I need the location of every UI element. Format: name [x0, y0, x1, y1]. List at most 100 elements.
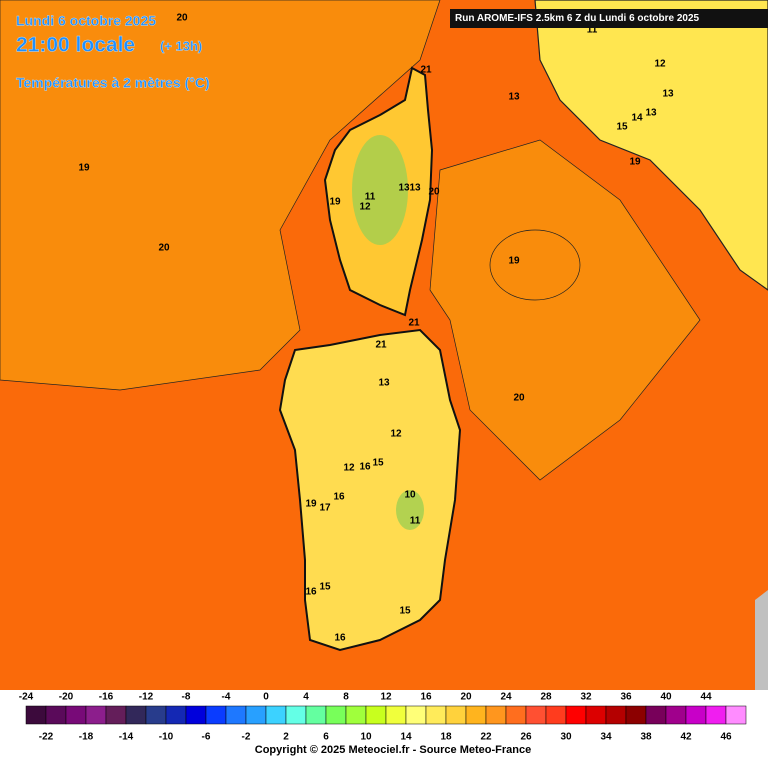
contour	[489, 229, 581, 301]
legend-tick-label: 8	[343, 692, 349, 703]
contour-label: 15	[372, 458, 384, 469]
legend-tick-label: 36	[620, 692, 632, 703]
legend-tick-label: 16	[420, 692, 432, 703]
contour-label: 15	[616, 122, 628, 133]
contour-label: 21	[420, 65, 432, 76]
legend-tick-label: -14	[119, 732, 134, 743]
color-swatch	[385, 705, 407, 725]
legend-tick-label: -6	[202, 732, 211, 743]
contour-label: 10	[404, 490, 416, 501]
legend-tick-label: 12	[380, 692, 392, 703]
legend-tick-label: 42	[680, 732, 692, 743]
legend-tick-label: 0	[263, 692, 269, 703]
contour-label: 15	[399, 606, 411, 617]
color-swatch	[725, 705, 747, 725]
legend-tick-label: 26	[520, 732, 532, 743]
legend-tick-label: 6	[323, 732, 329, 743]
run-info: Run AROME-IFS 2.5km 6 Z du Lundi 6 octob…	[455, 13, 700, 24]
sardinia	[278, 328, 462, 652]
color-swatch	[705, 705, 727, 725]
color-swatch	[525, 705, 547, 725]
legend-tick-label: 22	[480, 732, 492, 743]
color-swatch	[345, 705, 367, 725]
contour-label: 19	[78, 163, 90, 174]
italy-coast	[534, 0, 768, 291]
contour-label: 16	[359, 462, 371, 473]
legend-tick-label: -12	[139, 692, 154, 703]
color-swatch	[565, 705, 587, 725]
contour-label: 11	[365, 192, 376, 203]
legend-tick-label: -2	[242, 732, 251, 743]
contour-label: 20	[176, 13, 188, 24]
legend-tick-label: 40	[660, 692, 672, 703]
color-swatch	[265, 705, 287, 725]
legend-tick-label: -18	[79, 732, 94, 743]
legend-tick-label: -20	[59, 692, 74, 703]
time: 21:00 locale	[16, 34, 135, 57]
lead-time: (+ 13h)	[160, 38, 202, 53]
color-swatch	[65, 705, 87, 725]
color-swatch	[625, 705, 647, 725]
color-swatch	[305, 705, 327, 725]
color-swatch	[605, 705, 627, 725]
color-swatch	[245, 705, 267, 725]
cooler-sea-region	[429, 139, 701, 481]
date: Lundi 6 octobre 2025	[16, 13, 156, 29]
contour-label: 11	[410, 516, 421, 527]
color-swatch	[165, 705, 187, 725]
copyright: Copyright © 2025 Meteociel.fr - Source M…	[255, 744, 531, 756]
color-swatch	[145, 705, 167, 725]
contour-label: 13	[378, 378, 390, 389]
legend-tick-label: 30	[560, 732, 572, 743]
legend-tick-label: 2	[283, 732, 289, 743]
color-swatch	[425, 705, 447, 725]
legend-tick-label: 10	[360, 732, 372, 743]
contour-label: 13	[398, 183, 410, 194]
color-swatch	[665, 705, 687, 725]
contour-label: 12	[343, 463, 355, 474]
color-swatch	[585, 705, 607, 725]
color-swatch	[325, 705, 347, 725]
legend-tick-label: 46	[720, 732, 732, 743]
color-swatch	[105, 705, 127, 725]
color-swatch	[45, 705, 67, 725]
contour-label: 15	[319, 582, 331, 593]
color-swatch	[225, 705, 247, 725]
variable: Températures à 2 mètres (°C)	[16, 75, 210, 91]
color-swatch	[25, 705, 47, 725]
legend-tick-label: -8	[182, 692, 191, 703]
contour-label: 13	[662, 89, 674, 100]
contour-label: 21	[375, 340, 387, 351]
contour-label: 20	[513, 393, 525, 404]
legend-tick-label: -4	[222, 692, 231, 703]
contour-label: 12	[390, 429, 402, 440]
legend-tick-label: 4	[303, 692, 309, 703]
color-swatch	[125, 705, 147, 725]
color-swatch	[685, 705, 707, 725]
contour-label: 13	[508, 92, 520, 103]
legend-tick-label: -22	[39, 732, 54, 743]
legend-background	[0, 690, 768, 768]
contour-label: 20	[428, 187, 440, 198]
color-swatch	[185, 705, 207, 725]
contour-label: 16	[305, 587, 317, 598]
legend-tick-label: 34	[600, 732, 612, 743]
contour-label: 19	[629, 157, 641, 168]
legend-tick-label: 28	[540, 692, 552, 703]
contour-label: 16	[334, 633, 346, 644]
color-swatch	[505, 705, 527, 725]
color-swatch	[365, 705, 387, 725]
contour-label: 19	[305, 499, 317, 510]
contour-label: 14	[631, 113, 643, 124]
contour-label: 19	[329, 197, 341, 208]
color-swatch	[485, 705, 507, 725]
legend-tick-label: 18	[440, 732, 452, 743]
color-swatch	[465, 705, 487, 725]
contour-label: 12	[359, 202, 371, 213]
contour-label: 16	[333, 492, 345, 503]
color-swatch	[205, 705, 227, 725]
color-swatch	[285, 705, 307, 725]
color-swatch	[545, 705, 567, 725]
color-swatch	[645, 705, 667, 725]
legend-tick-label: 14	[400, 732, 412, 743]
